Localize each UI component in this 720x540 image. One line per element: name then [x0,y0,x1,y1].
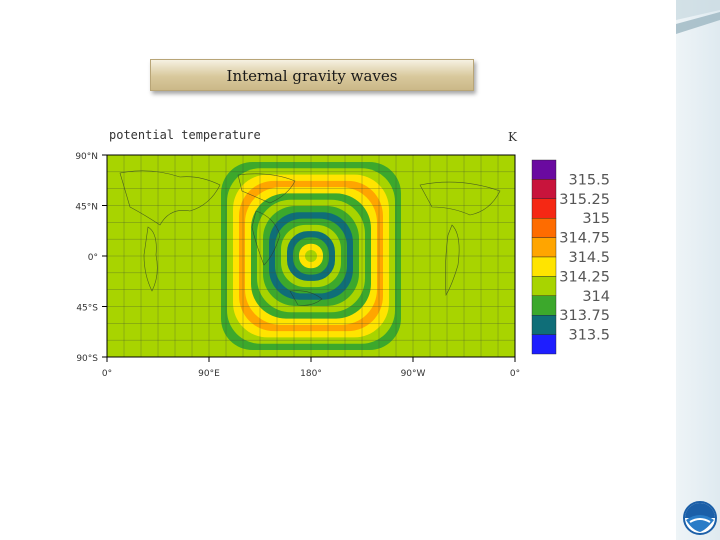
color-legend: 315.5 315.25 315 314.75 314.5 314.25 314 313.75… [531,159,610,355]
legend-label: 315.5 [568,172,610,188]
coastline [237,173,296,204]
sidebar-decoration [676,0,720,34]
y-axis: 90°N 45°N 0° 45°S 90°S [75,152,107,364]
x-tick-label: 0° [102,369,112,379]
legend-swatch [531,295,557,316]
legend-label: 315 [582,211,610,227]
chart-units: K [508,130,518,144]
field-plot [107,155,515,357]
x-tick-label: 90°E [198,369,220,379]
y-tick-label: 45°N [75,203,98,213]
x-tick-label: 0° [510,369,520,379]
legend-swatch [531,314,557,335]
x-axis: 0° 90°E 180° 90°W 0° [102,357,520,379]
sidebar-strip [676,0,720,540]
legend-swatch [531,159,557,180]
chart-title: potential temperature [109,128,261,142]
slide-title: Internal gravity waves [226,67,398,85]
legend-label: 314.25 [559,269,610,285]
y-tick-label: 90°S [76,354,98,364]
noaa-logo [683,501,717,535]
legend-label: 315.25 [559,192,610,208]
coastline [445,224,460,296]
x-tick-label: 90°W [401,369,426,379]
legend-label: 313.75 [559,308,610,324]
legend-swatch [531,334,557,355]
legend-swatch [531,179,557,200]
chart: potential temperature K 90°N45°N0°45°S90… [75,128,610,379]
legend-swatch [531,276,557,296]
title-banner: Internal gravity waves [150,59,474,91]
coastline [119,170,221,226]
legend-swatch [531,198,557,219]
y-tick-label: 90°N [75,152,98,162]
y-tick-label: 45°S [76,304,98,314]
legend-label: 314.5 [568,250,610,266]
coastline [251,210,281,266]
legend-label: 314.75 [559,231,610,247]
legend-label: 314 [582,289,610,305]
coastline [289,290,323,306]
x-tick-label: 180° [300,369,322,379]
legend-swatch [531,217,557,238]
grid-lines [107,155,515,357]
legend-swatch [531,237,557,258]
y-tick-label: 0° [88,253,98,263]
legend-label: 313.5 [568,328,610,344]
legend-swatch [531,256,557,277]
coastline [143,226,158,292]
